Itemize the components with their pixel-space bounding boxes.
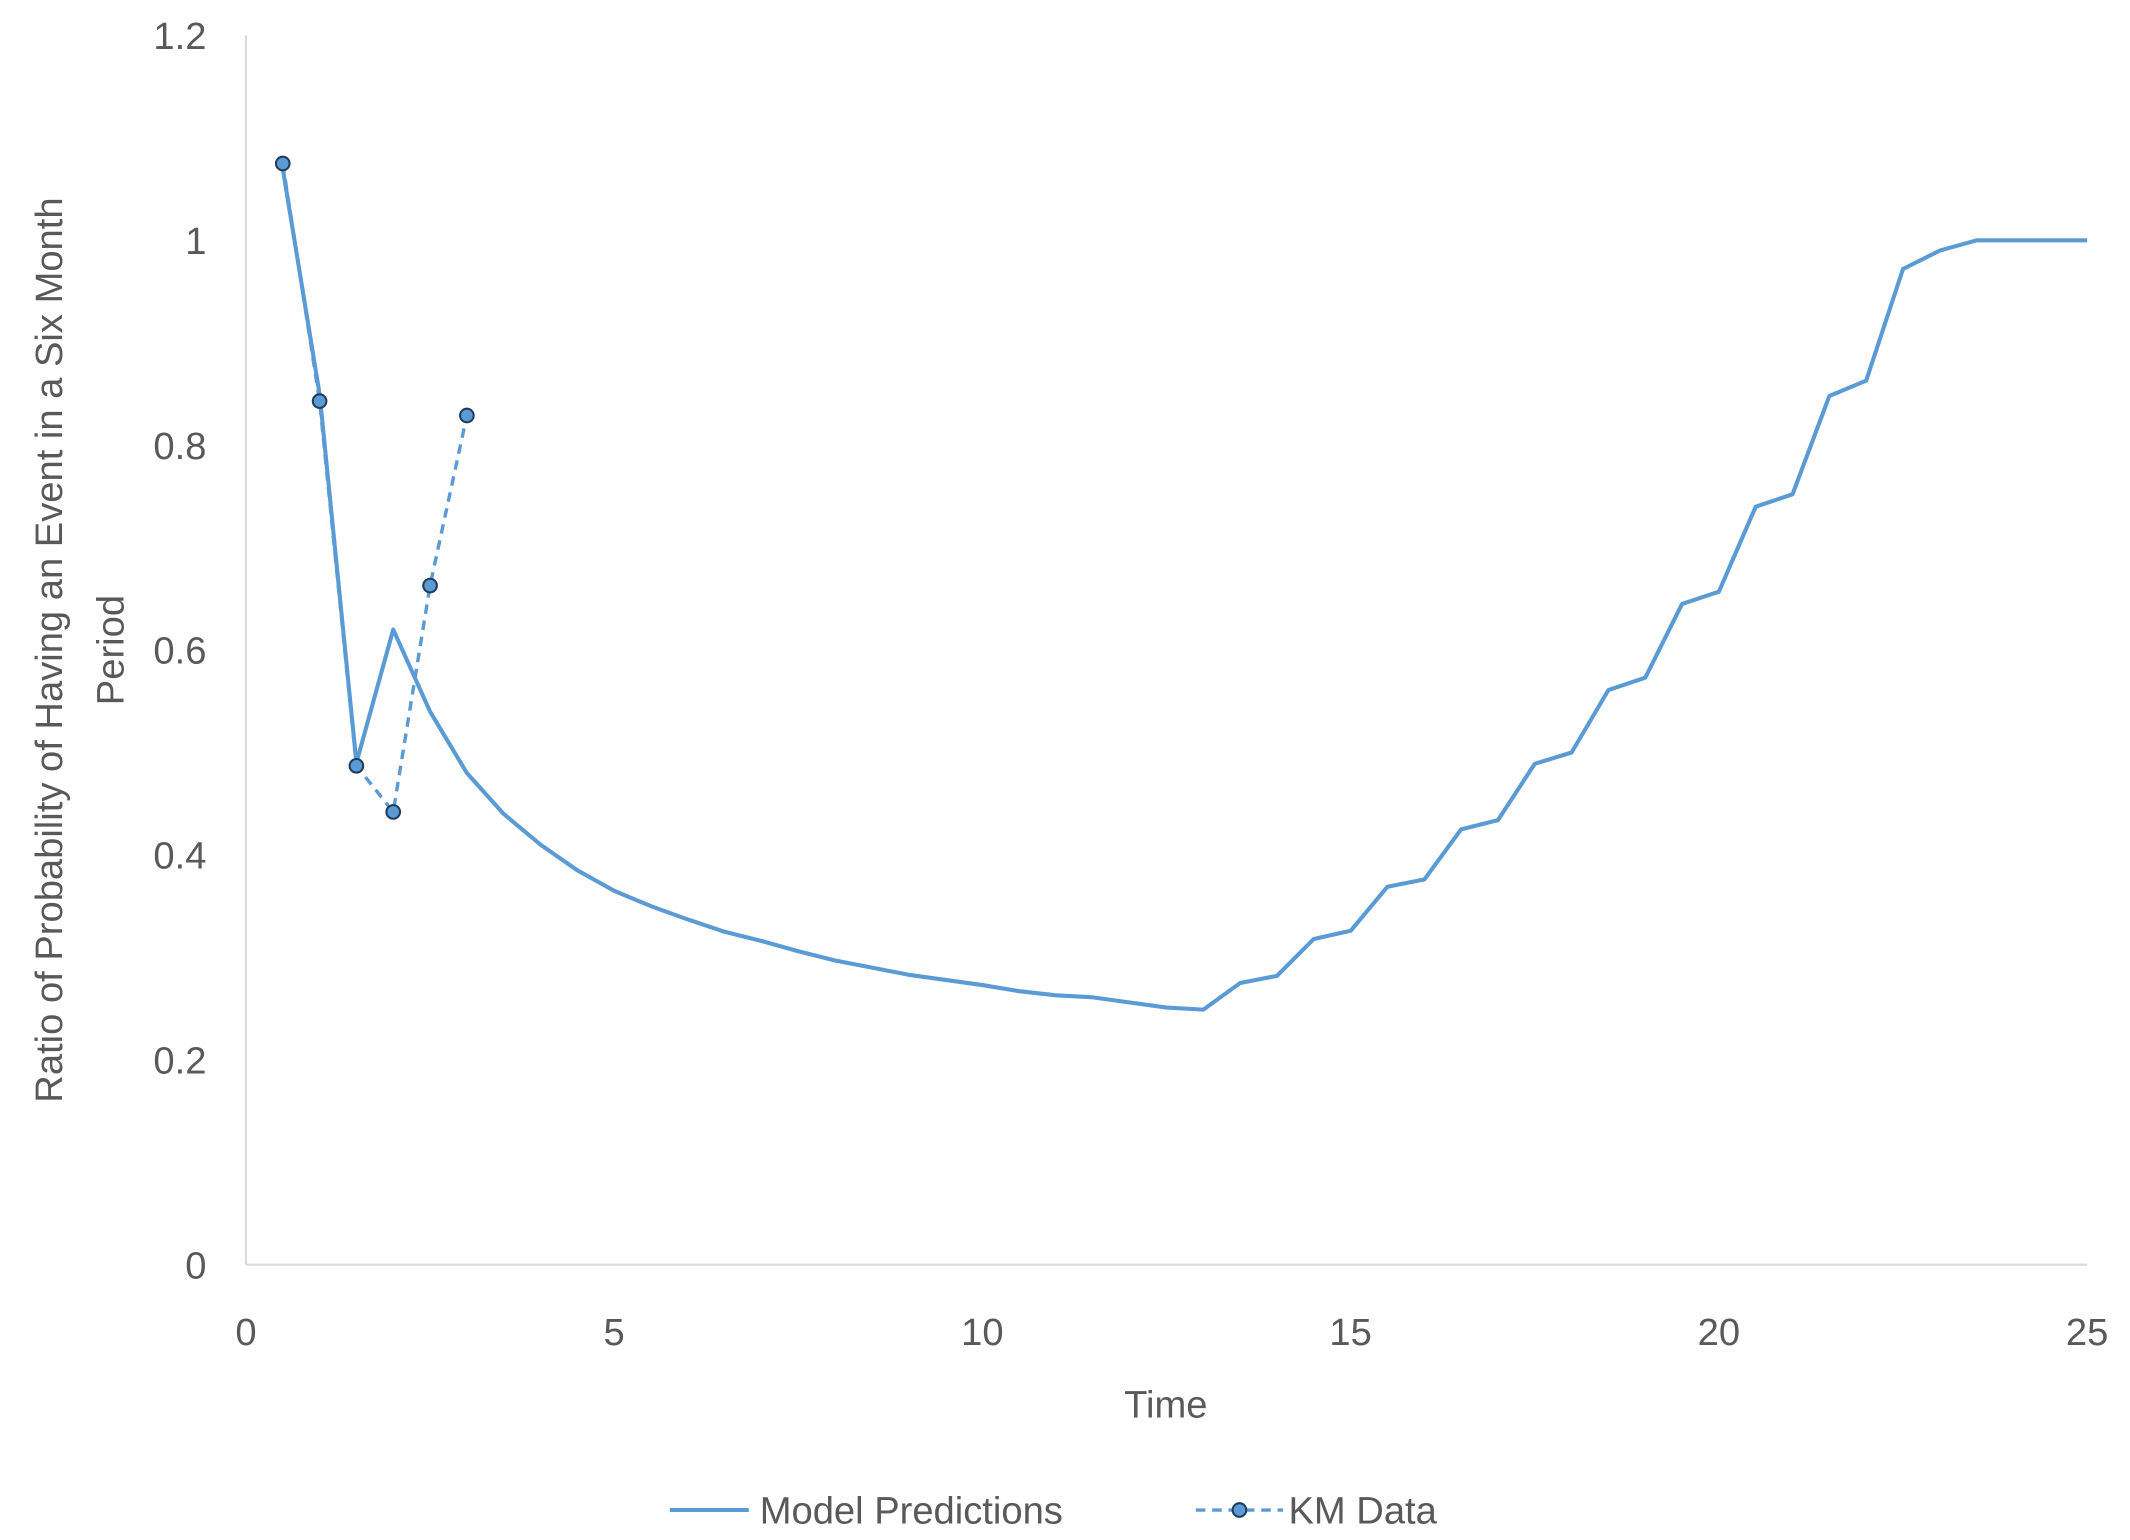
x-tick-label: 10 — [961, 1311, 1003, 1354]
axes — [244, 35, 2088, 1266]
km-data-point — [311, 393, 328, 409]
y-axis-title-line2: Period — [89, 595, 132, 705]
series-line-km-data — [281, 163, 469, 816]
x-tick-label: 25 — [2066, 1311, 2108, 1354]
plot-area — [274, 155, 2088, 1012]
km-data-point — [459, 407, 475, 424]
y-tick-label: 0 — [185, 1244, 206, 1287]
x-axis-title: Time — [1124, 1383, 1207, 1426]
x-tick-label: 5 — [604, 1311, 625, 1354]
y-tick-label: 0.8 — [153, 425, 206, 468]
km-data-point — [274, 155, 291, 172]
legend-label-model: Model Predictions — [760, 1490, 1063, 1533]
legend: Model Predictions KM Data — [669, 1490, 1438, 1533]
legend-marker-km — [1231, 1502, 1248, 1518]
km-data-point — [385, 804, 402, 820]
legend-label-km: KM Data — [1289, 1490, 1438, 1533]
y-tick-label: 0.6 — [153, 630, 206, 673]
y-tick-label: 0.2 — [153, 1039, 206, 1082]
x-tick-label: 0 — [235, 1311, 256, 1354]
y-tick-label: 0.4 — [153, 835, 206, 878]
y-axis-title-line1: Ratio of Probability of Having an Event … — [28, 197, 71, 1102]
y-tick-label: 1.2 — [153, 15, 206, 58]
x-tick-labels: 0 5 10 15 20 25 — [235, 1311, 2108, 1354]
series-line-model-predictions — [280, 168, 2088, 1012]
y-tick-label: 1 — [185, 220, 206, 263]
km-data-point — [348, 757, 365, 774]
km-data-point — [422, 577, 438, 594]
x-tick-label: 20 — [1698, 1311, 1740, 1354]
x-tick-label: 15 — [1329, 1311, 1371, 1354]
y-tick-labels: 0 0.2 0.4 0.6 0.8 1 1.2 — [153, 15, 206, 1287]
